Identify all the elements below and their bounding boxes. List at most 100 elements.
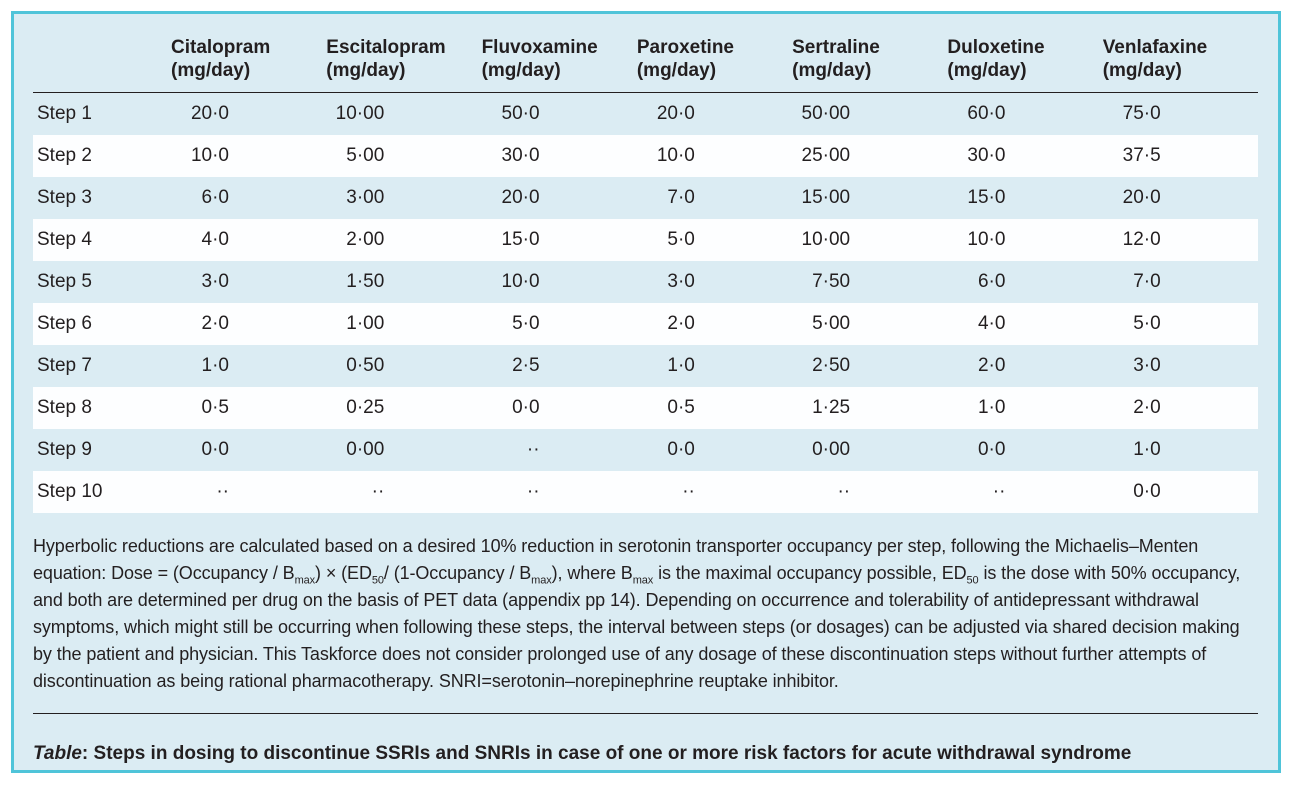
dose-value: 50·0: [501, 103, 540, 124]
dose-cell: 3·0: [1103, 345, 1258, 387]
drug-unit: (mg/day): [171, 60, 251, 81]
dose-cell: 1·50: [326, 261, 481, 303]
dose-value: 5·0: [512, 313, 540, 334]
dose-value: 0·0: [201, 439, 229, 460]
dose-value: 3·0: [1133, 355, 1161, 376]
dose-cell: 30·0: [482, 135, 637, 177]
dose-cell: 4·0: [171, 219, 326, 261]
no-data-value: ··: [992, 481, 1006, 502]
dose-cell: 10·0: [171, 135, 326, 177]
dose-cell: 7·50: [792, 261, 947, 303]
drug-unit: (mg/day): [481, 60, 561, 81]
dose-cell: 0·0: [947, 429, 1102, 471]
dose-cell: 50·00: [792, 93, 947, 136]
drug-unit: (mg/day): [1102, 60, 1182, 81]
dose-cell: 5·00: [792, 303, 947, 345]
dose-value: 0·00: [812, 439, 851, 460]
dose-value: 5·00: [346, 145, 385, 166]
step-label: Step 5: [37, 271, 92, 292]
dose-value: 3·00: [346, 187, 385, 208]
dose-value: 20·0: [656, 103, 695, 124]
dose-value: 1·25: [812, 397, 851, 418]
drug-unit: (mg/day): [947, 60, 1027, 81]
table-row: Step 1 20·0 10·00 50·0 20·0 50·00 60·0 75·0: [33, 93, 1258, 136]
dose-value: 30·0: [967, 145, 1006, 166]
dose-value: 15·0: [501, 229, 540, 250]
dose-cell: 0·0: [637, 429, 792, 471]
no-data-value: ··: [371, 481, 385, 502]
dose-cell: 0·5: [637, 387, 792, 429]
table-row: Step 8 0·5 0·25 0·0 0·5 1·25 1·0 2·0: [33, 387, 1258, 429]
column-header-duloxetine: Duloxetine (mg/day): [947, 28, 1103, 93]
dose-cell: 2·00: [326, 219, 481, 261]
dose-cell: 7·0: [637, 177, 792, 219]
dose-cell: 10·0: [482, 261, 637, 303]
caption-divider: [33, 713, 1258, 714]
dose-value: 7·0: [667, 187, 695, 208]
dose-cell: 10·0: [947, 219, 1102, 261]
dose-value: 60·0: [967, 103, 1006, 124]
step-label: Step 4: [37, 229, 92, 250]
dose-cell: 7·0: [1103, 261, 1258, 303]
dose-value: 15·0: [967, 187, 1006, 208]
header-empty-cell: [33, 28, 171, 93]
table-row: Step 9 0·0 0·00 ·· 0·0 0·00 0·0 1·0: [33, 429, 1258, 471]
dose-cell: 4·0: [947, 303, 1102, 345]
dose-cell: ··: [637, 471, 792, 513]
dose-cell: 12·0: [1103, 219, 1258, 261]
dose-cell: ··: [326, 471, 481, 513]
dose-value: 10·0: [967, 229, 1006, 250]
table-row: Step 2 10·0 5·00 30·0 10·0 25·00 30·0 37·5: [33, 135, 1258, 177]
dose-cell: 0·00: [326, 429, 481, 471]
dose-cell: 0·5: [171, 387, 326, 429]
dose-cell: 0·0: [482, 387, 637, 429]
dose-cell: 5·0: [637, 219, 792, 261]
dosing-table: Citalopram (mg/day) Escitalopram (mg/day…: [33, 28, 1258, 513]
step-label: Step 8: [37, 397, 92, 418]
dose-value: 0·0: [512, 397, 540, 418]
dose-cell: 15·0: [482, 219, 637, 261]
dose-value: 6·0: [977, 271, 1006, 292]
dose-value: 0·5: [667, 397, 695, 418]
step-label: Step 2: [37, 145, 92, 166]
step-label: Step 3: [37, 187, 92, 208]
dose-cell: ··: [482, 429, 637, 471]
table-row: Step 6 2·0 1·00 5·0 2·0 5·00 4·0 5·0: [33, 303, 1258, 345]
dose-cell: 5·00: [326, 135, 481, 177]
dose-value: 2·50: [812, 355, 851, 376]
dose-value: 2·00: [346, 229, 385, 250]
dose-cell: 15·0: [947, 177, 1102, 219]
dose-cell: 20·0: [1103, 177, 1258, 219]
dose-value: 1·00: [346, 313, 385, 334]
dose-value: 10·0: [656, 145, 695, 166]
dose-value: 1·0: [667, 355, 695, 376]
dose-value: 10·0: [190, 145, 229, 166]
table-caption: Table: Steps in dosing to discontinue SS…: [33, 733, 1258, 765]
dose-value: 2·0: [201, 313, 229, 334]
dose-cell: 2·0: [947, 345, 1102, 387]
table-header: Citalopram (mg/day) Escitalopram (mg/day…: [33, 28, 1258, 93]
column-header-escitalopram: Escitalopram (mg/day): [326, 28, 482, 93]
dose-cell: 20·0: [171, 93, 326, 136]
table-footnote: Hyperbolic reductions are calculated bas…: [33, 536, 1241, 691]
dose-cell: 3·00: [326, 177, 481, 219]
dose-value: 10·00: [801, 229, 851, 250]
drug-name: Duloxetine: [947, 37, 1045, 58]
no-data-value: ··: [682, 481, 695, 502]
dose-cell: 10·00: [792, 219, 947, 261]
dose-value: 2·0: [667, 313, 695, 334]
dose-value: 25·00: [801, 145, 851, 166]
dose-cell: 3·0: [171, 261, 326, 303]
dose-value: 1·0: [201, 355, 229, 376]
no-data-value: ··: [216, 481, 229, 502]
dose-cell: ··: [947, 471, 1102, 513]
no-data-value: ··: [526, 481, 540, 502]
dose-value: 5·00: [812, 313, 851, 334]
step-label: Step 7: [37, 355, 92, 376]
dose-value: 12·0: [1122, 229, 1161, 250]
step-label: Step 10: [37, 481, 103, 502]
dose-cell: 0·0: [1103, 471, 1258, 513]
dose-value: 6·0: [201, 187, 229, 208]
dose-cell: 3·0: [637, 261, 792, 303]
dose-value: 1·0: [1133, 439, 1161, 460]
